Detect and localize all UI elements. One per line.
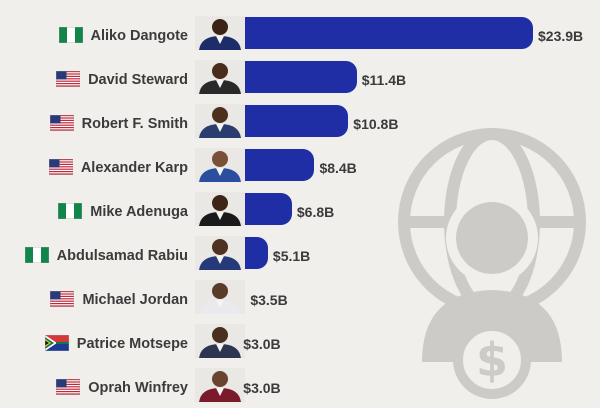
person-photo-icon — [195, 368, 245, 402]
chart-row: Robert F. Smith $10.8B — [0, 104, 600, 144]
chart-row: Michael Jordan $3.5B — [0, 280, 600, 320]
person-photo-icon — [195, 280, 245, 314]
person-photo-icon — [195, 60, 245, 94]
value-label: $3.0B — [243, 380, 281, 396]
chart-row: Patrice Motsepe $3.0B — [0, 324, 600, 364]
usa-flag-icon — [56, 71, 81, 87]
usa-flag-icon — [56, 379, 81, 395]
bar — [196, 17, 533, 49]
chart-row: Oprah Winfrey $3.0B — [0, 368, 600, 408]
person-photo-icon — [195, 148, 245, 182]
value-label: $23.9B — [538, 28, 584, 44]
chart-row: Mike Adenuga $6.8B — [0, 192, 600, 232]
usa-flag-icon — [49, 115, 74, 131]
value-label: $5.1B — [272, 248, 311, 264]
value-label: $6.8B — [296, 204, 335, 220]
person-photo-icon — [195, 192, 245, 226]
person-photo-icon — [195, 324, 245, 358]
category-label: Patrice Motsepe — [76, 336, 188, 352]
person-photo-icon — [195, 104, 245, 138]
nigeria-flag-icon — [58, 27, 83, 43]
chart-row: Alexander Karp $8.4B — [0, 148, 600, 188]
chart-row: David Steward $11.4B — [0, 60, 600, 100]
category-label: Mike Adenuga — [90, 204, 188, 220]
chart-row: Abdulsamad Rabiu $5.1B — [0, 236, 600, 276]
person-photo-icon — [195, 16, 245, 50]
nigeria-flag-icon — [58, 203, 83, 219]
category-label: Robert F. Smith — [81, 116, 188, 132]
globe-person-dollar-watermark-icon: $ — [398, 128, 586, 399]
category-label: David Steward — [88, 72, 188, 88]
value-label: $3.0B — [243, 336, 281, 352]
category-label: Oprah Winfrey — [88, 380, 188, 396]
svg-text:$: $ — [476, 333, 508, 387]
category-label: Aliko Dangote — [90, 28, 188, 44]
value-label: $8.4B — [319, 160, 357, 176]
person-photo-icon — [195, 236, 245, 270]
value-label: $11.4B — [361, 72, 407, 88]
usa-flag-icon — [48, 159, 73, 175]
value-label: $3.5B — [250, 292, 288, 308]
south-africa-flag-icon — [44, 335, 69, 351]
category-label: Michael Jordan — [82, 292, 188, 308]
usa-flag-icon — [50, 291, 75, 307]
nigeria-flag-icon — [24, 247, 49, 263]
value-label: $10.8B — [353, 116, 399, 132]
category-label: Abdulsamad Rabiu — [56, 248, 188, 264]
chart-row: Aliko Dangote $23.9B — [0, 16, 600, 56]
category-label: Alexander Karp — [80, 160, 188, 176]
